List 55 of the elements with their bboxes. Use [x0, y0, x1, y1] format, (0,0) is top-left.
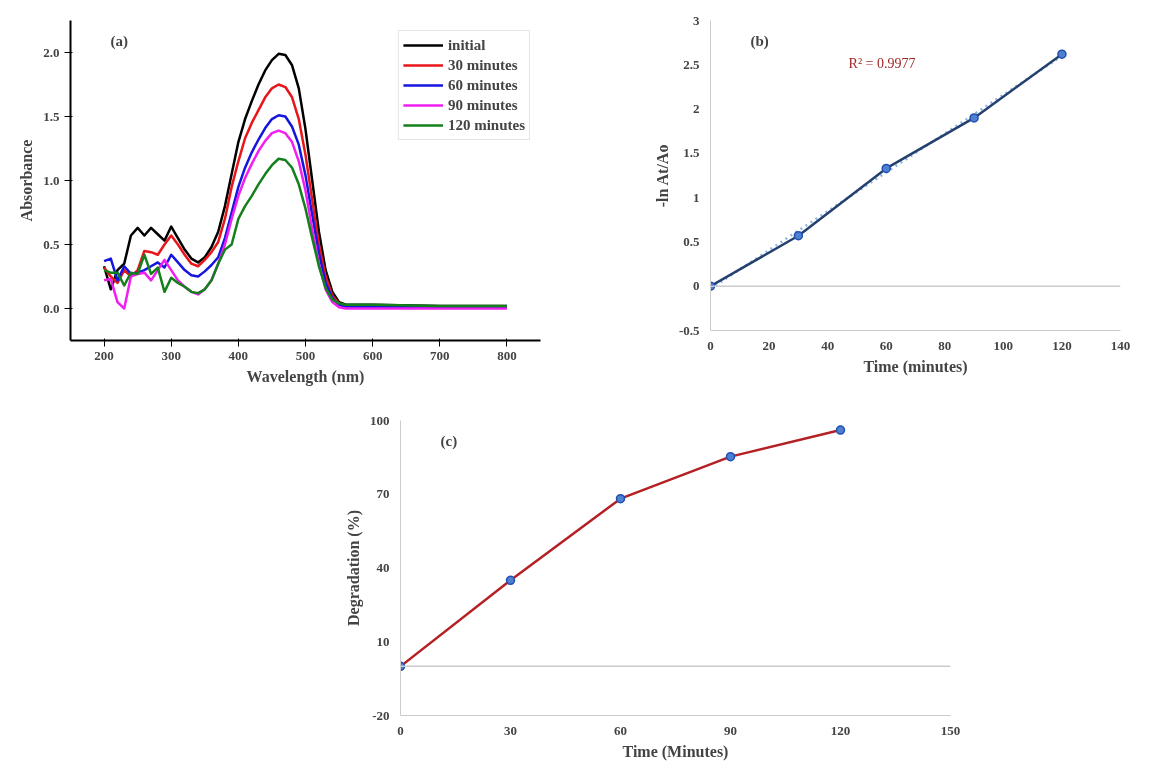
y-axis-title: -ln At/Ao: [653, 144, 671, 208]
legend-label: initial: [447, 36, 486, 54]
y-tick-label: 40: [376, 560, 390, 575]
annotation: (a): [110, 32, 128, 50]
x-tick-label: 600: [362, 347, 383, 363]
x-tick-label: 500: [295, 347, 316, 363]
y-tick-label: 3: [693, 12, 700, 28]
y-tick-label: 10: [376, 633, 390, 649]
annotation: (b): [750, 32, 769, 50]
x-tick-label: 0: [397, 722, 404, 738]
y-tick-label: 0: [693, 278, 700, 294]
y-tick-label: 2.0: [43, 44, 60, 60]
y-tick-label: 2: [693, 101, 700, 117]
x-tick-label: 700: [430, 347, 450, 363]
y-tick-label: 1.5: [683, 145, 700, 161]
x-tick-label: 90: [724, 722, 737, 738]
x-tick-label: 30: [504, 722, 517, 738]
x-tick-label: 20: [762, 337, 776, 353]
x-tick-label: 40: [821, 337, 835, 353]
y-tick-label: -20: [372, 707, 390, 723]
x-tick-label: 80: [938, 337, 952, 353]
y-tick-label: 100: [370, 412, 390, 428]
legend-label: 90 minutes: [447, 96, 518, 114]
legend-label: 120 minutes: [447, 116, 525, 134]
legend-label: 60 minutes: [447, 76, 518, 94]
annotation: (c): [440, 432, 458, 450]
y-axis-title: Degradation (%): [345, 510, 363, 626]
y-tick-label: 1.5: [43, 108, 60, 124]
x-tick-label: 120: [830, 722, 851, 738]
x-tick-label: 800: [497, 347, 517, 363]
x-tick-label: 60: [614, 722, 627, 738]
y-axis-title: Absorbance: [18, 139, 36, 222]
x-axis-title: Time (minutes): [863, 357, 968, 376]
y-tick-label: -0.5: [678, 322, 700, 338]
x-tick-label: 60: [879, 337, 893, 353]
x-tick-label: 140: [1110, 337, 1131, 353]
line-series: [102, 157, 509, 308]
x-tick-label: 100: [993, 337, 1014, 353]
y-tick-label: 0.5: [683, 233, 700, 249]
y-tick-label: 0.5: [43, 236, 60, 252]
legend-label: 30 minutes: [447, 56, 518, 74]
x-tick-label: 200: [94, 347, 114, 363]
x-tick-label: 150: [940, 722, 961, 738]
x-axis-title: Wavelength (nm): [246, 367, 365, 386]
x-tick-label: 300: [161, 347, 181, 363]
y-tick-label: 1: [693, 189, 700, 205]
x-tick-label: 0: [707, 337, 714, 353]
annotation: R² = 0.9977: [848, 55, 916, 71]
y-tick-label: 2.5: [683, 56, 700, 72]
x-tick-label: 120: [1052, 337, 1072, 353]
x-tick-label: 400: [228, 347, 249, 363]
y-tick-label: 0.0: [43, 300, 60, 316]
x-axis-title: Time (Minutes): [622, 742, 729, 761]
y-tick-label: 70: [376, 486, 390, 502]
y-tick-label: 1.0: [43, 172, 60, 188]
